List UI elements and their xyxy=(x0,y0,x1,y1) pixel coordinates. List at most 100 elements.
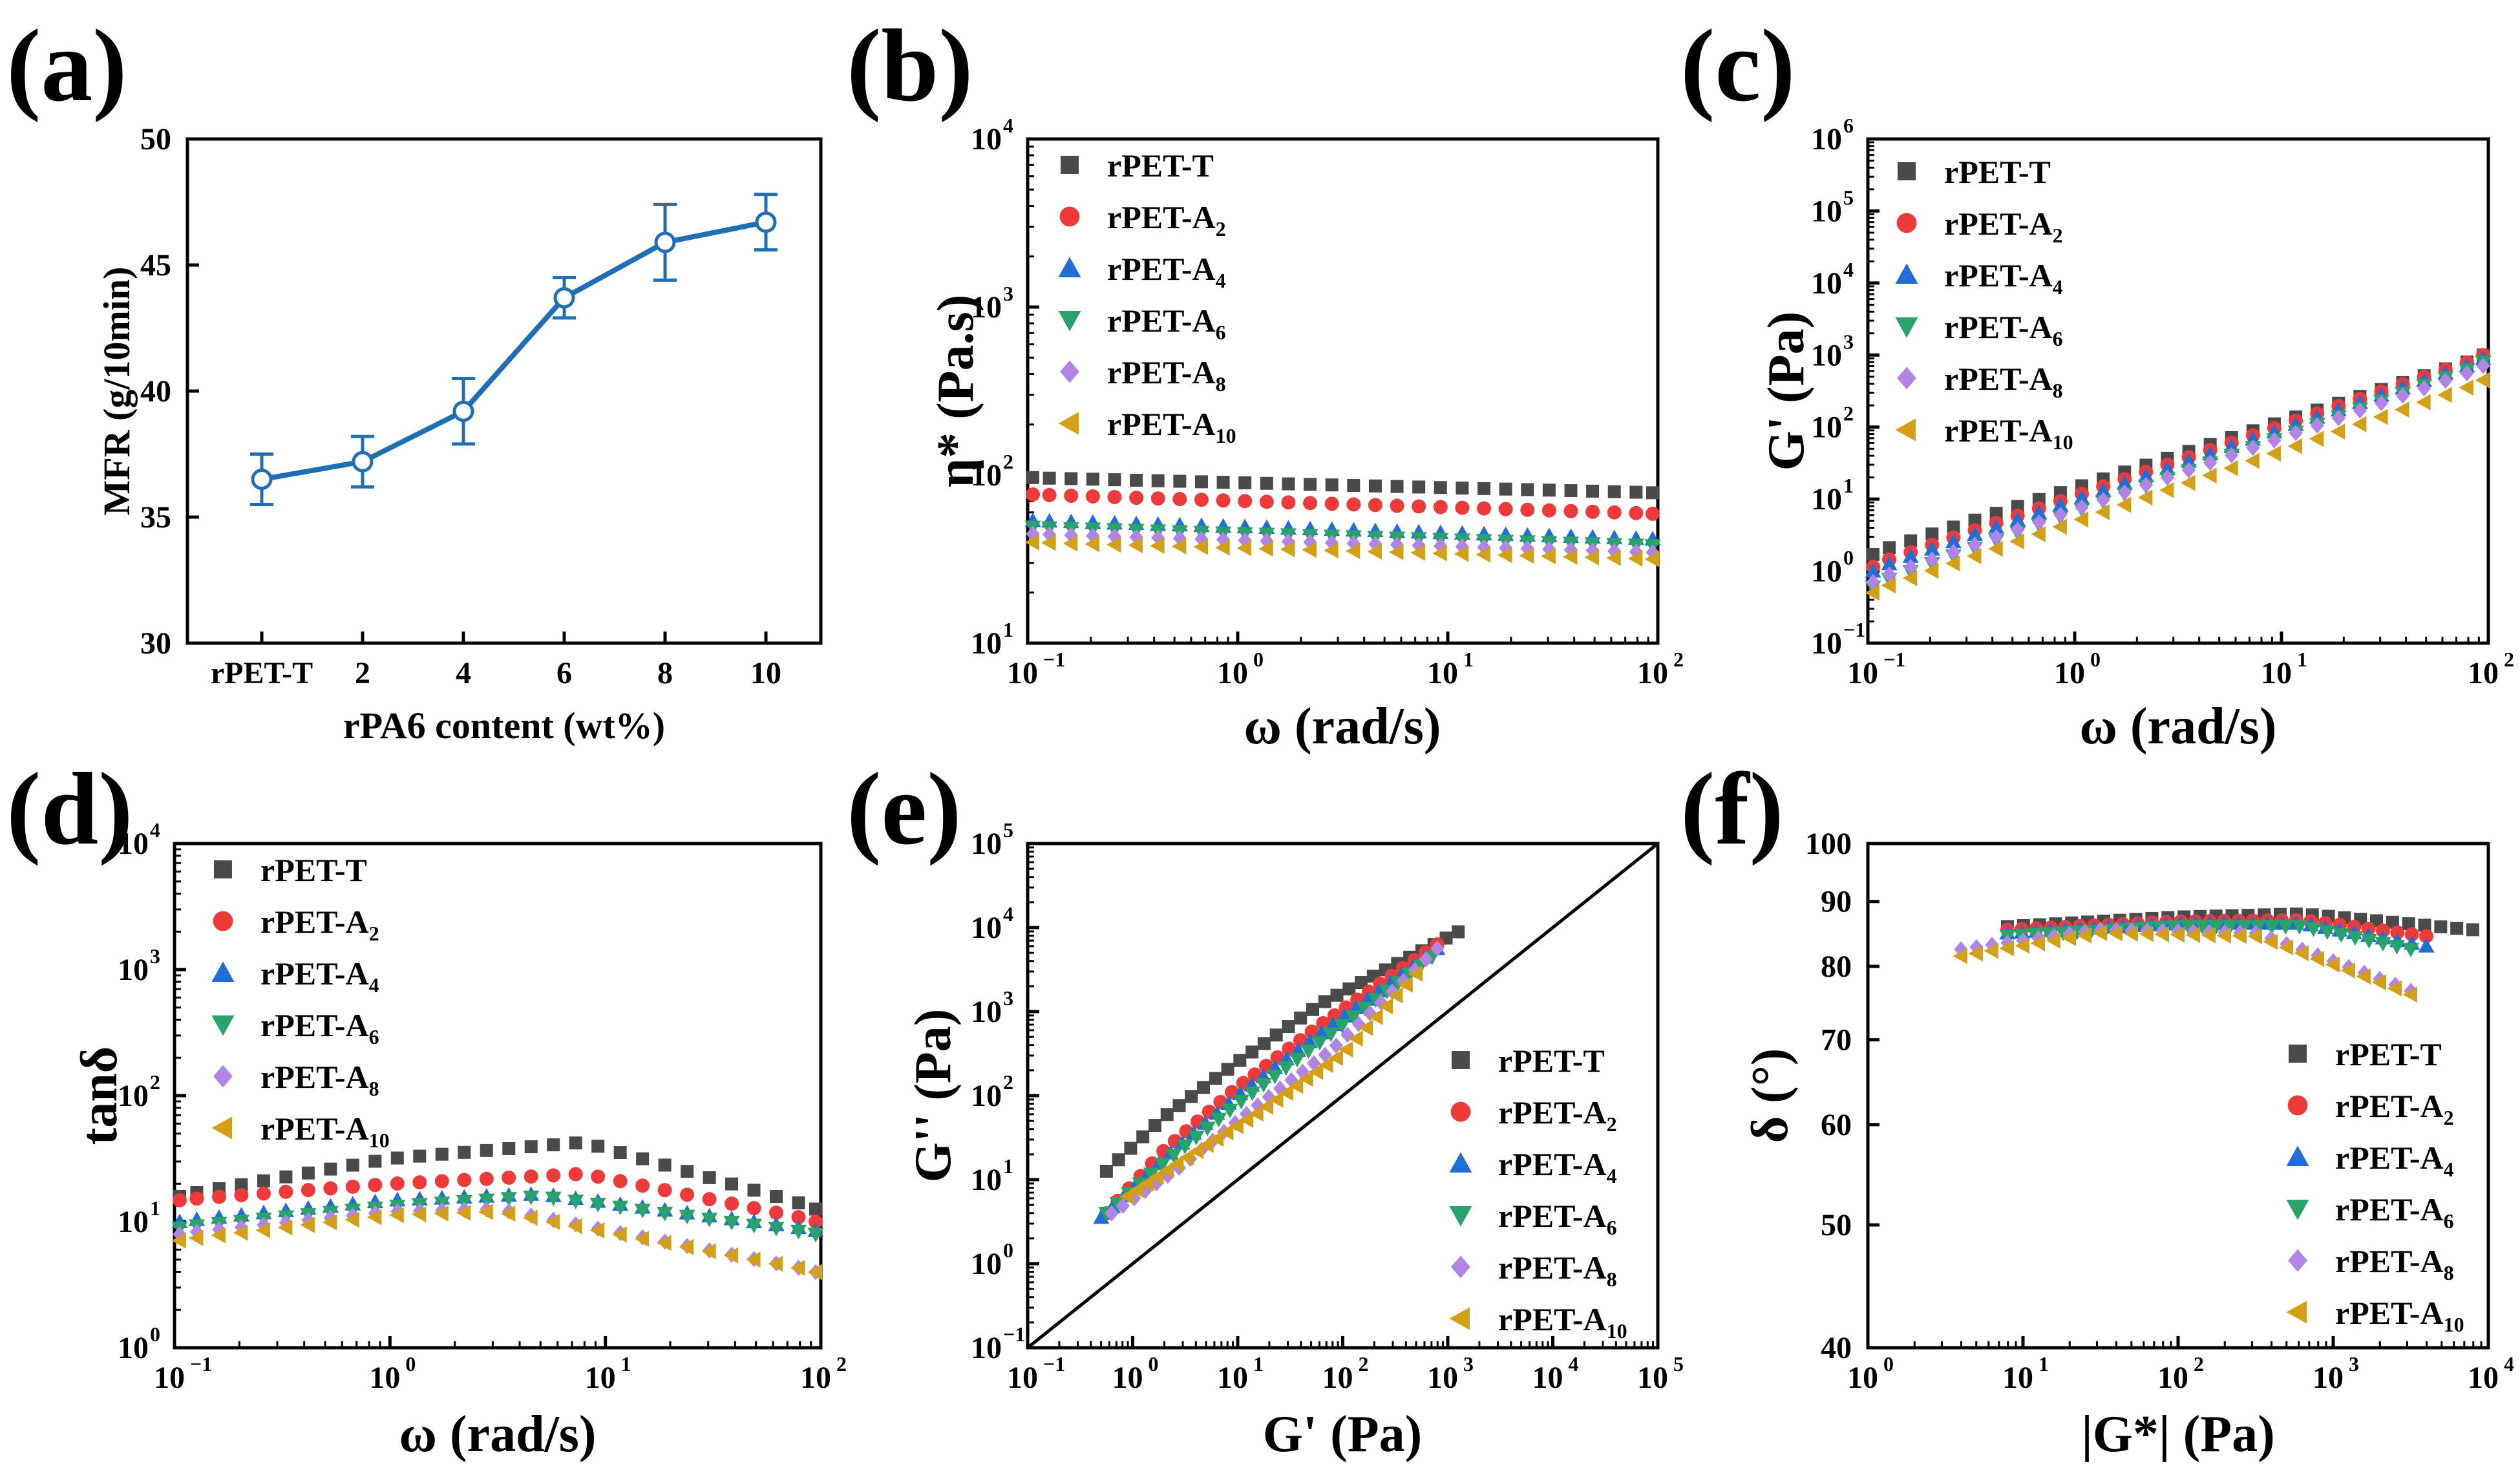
panel-b-data-point xyxy=(1150,537,1165,554)
panel-a-y-tick-label: 35 xyxy=(140,500,171,535)
panel-d-data-point xyxy=(701,1213,718,1227)
panel-d-y-tick-label: 10 xyxy=(118,827,149,861)
panel-e-data-point xyxy=(1318,1056,1333,1073)
e-legend-marker xyxy=(1449,1206,1472,1227)
panel-d-data-point xyxy=(791,1210,806,1225)
panel-c-data-point xyxy=(2159,482,2174,498)
panel-f-data-point xyxy=(2185,926,2200,943)
panel-b-y-tick-label: 10 xyxy=(971,290,1002,324)
panel-b-data-point xyxy=(1173,474,1187,488)
panel-b-data-point xyxy=(1043,471,1056,485)
panel-f-y-axis-label: δ (°) xyxy=(1742,1048,1799,1143)
panel-c-data-point xyxy=(2437,387,2452,403)
panel-d-data-point xyxy=(345,1179,360,1194)
panel-d-data-point xyxy=(390,1176,405,1191)
panel-e-data-point xyxy=(1245,1045,1259,1059)
panel-a-data-point xyxy=(654,231,676,253)
panel-a-plot-frame xyxy=(185,137,823,645)
panel-b-data-point xyxy=(1151,474,1165,487)
e-legend-marker xyxy=(1451,1255,1470,1279)
panel-c-data-point xyxy=(2289,425,2303,441)
panel-c-y-tick-exponent: −1 xyxy=(1843,618,1865,641)
panel-c-data-point xyxy=(2476,357,2490,374)
panel-e-data-point xyxy=(1199,1121,1216,1136)
panel-e-data-point xyxy=(1338,1041,1353,1058)
panel-c-data-point xyxy=(2159,460,2176,475)
panel-e-data-point xyxy=(1316,1015,1331,1030)
panel-e-data-point xyxy=(1324,1016,1341,1031)
panel-d-data-point xyxy=(344,1211,359,1228)
panel-f-data-point xyxy=(2170,926,2185,943)
panel-e-y-tick-exponent: 1 xyxy=(1003,1154,1013,1178)
panel-c-y-tick-exponent: 4 xyxy=(1843,258,1854,281)
panel-e-data-point xyxy=(1093,1209,1110,1224)
panel-d-data-point xyxy=(768,1222,785,1237)
panel-e-data-point xyxy=(1269,1091,1284,1108)
panel-c-data-point xyxy=(2416,394,2431,410)
panel-b-data-point xyxy=(1215,539,1230,556)
panel-e-data-point xyxy=(1328,1050,1343,1067)
panel-b-data-point xyxy=(1390,498,1404,513)
panel-e-data-point xyxy=(1148,1119,1161,1132)
d-legend-marker xyxy=(211,961,235,982)
panel-c-x-axis-label: ω (rad/s) xyxy=(2079,698,2276,755)
e-legend-subscript: 4 xyxy=(1607,1164,1617,1187)
panel-d-data-point xyxy=(725,1177,739,1191)
panel-c-data-point xyxy=(1925,551,1939,568)
panel-e-x-tick-label: 10 xyxy=(1217,1361,1248,1395)
panel-e-data-point xyxy=(1136,1130,1150,1143)
panel-b-data-point xyxy=(1260,476,1273,490)
panel-f-y-tick-label: 60 xyxy=(1821,1108,1852,1142)
panel-d-data-point xyxy=(171,1232,186,1249)
panel-d-data-point xyxy=(681,1165,694,1178)
f-legend-entry: rPET-A10 xyxy=(2335,1295,2464,1336)
panel-e-data-point xyxy=(1334,1019,1351,1034)
panel-b-x-tick-label: 10 xyxy=(1637,656,1668,690)
panel-f-data-point xyxy=(2387,980,2402,997)
panel-c-y-tick-label: 10 xyxy=(1811,194,1842,228)
panel-f-data-point xyxy=(2388,940,2405,955)
panel-e-data-point xyxy=(1185,1090,1198,1103)
panel-a-label: (a) xyxy=(6,8,127,123)
d-legend-entry: rPET-A8 xyxy=(260,1059,379,1100)
panel-b-data-point xyxy=(1476,546,1491,563)
panel-d-data-point xyxy=(411,1206,427,1223)
panel-c-y-tick-exponent: 5 xyxy=(1843,186,1854,209)
d-legend-entry: rPET-A6 xyxy=(260,1007,379,1048)
panel-e-data-point xyxy=(1116,1197,1130,1214)
panel-c-data-point xyxy=(2181,462,2196,478)
c-legend-subscript: 8 xyxy=(2053,379,2063,402)
panel-f-data-point xyxy=(2092,924,2107,941)
c-legend-marker xyxy=(1898,162,1916,180)
panel-b-data-point xyxy=(1454,546,1469,562)
panel-b-data-point xyxy=(1346,497,1361,512)
panel-d-y-tick-exponent: 3 xyxy=(150,944,160,968)
d-legend-subscript: 4 xyxy=(369,973,379,997)
panel-b-data-point xyxy=(1368,498,1382,513)
panel-d-y-tick-label: 10 xyxy=(118,1205,149,1239)
panel-d-data-point xyxy=(790,1260,805,1277)
panel-b-data-point xyxy=(1064,488,1079,503)
panel-d-data-point xyxy=(725,1196,739,1211)
panel-d-data-point xyxy=(702,1192,717,1207)
panel-c-data-point xyxy=(1923,541,1940,556)
panel-f-label: (f) xyxy=(1680,751,1784,866)
panel-e-data-point xyxy=(1154,1158,1171,1173)
panel-b-y-tick-exponent: 2 xyxy=(1003,450,1013,473)
panel-d-data-point xyxy=(589,1222,605,1238)
panel-c-data-point xyxy=(1865,584,1879,601)
panel-c-data-point xyxy=(2309,430,2324,447)
panel-c-data-point xyxy=(2287,438,2303,454)
panel-b-data-point xyxy=(1606,549,1621,566)
panel-b-data-point xyxy=(1607,505,1622,520)
panel-f-data-point xyxy=(2194,920,2210,935)
panel-b-data-point xyxy=(1627,550,1643,567)
panel-e-data-point xyxy=(1233,1054,1247,1067)
panel-d-data-point xyxy=(323,1181,338,1196)
panel-b-x-tick-exponent: 1 xyxy=(1463,648,1474,671)
panel-c-data-point xyxy=(1904,534,1918,547)
panel-e-label: (e) xyxy=(847,751,962,866)
panel-f-x-tick-label: 10 xyxy=(2157,1361,2188,1395)
panel-b-data-point xyxy=(1646,506,1660,521)
panel-b-x-tick-label: 10 xyxy=(1007,656,1038,690)
